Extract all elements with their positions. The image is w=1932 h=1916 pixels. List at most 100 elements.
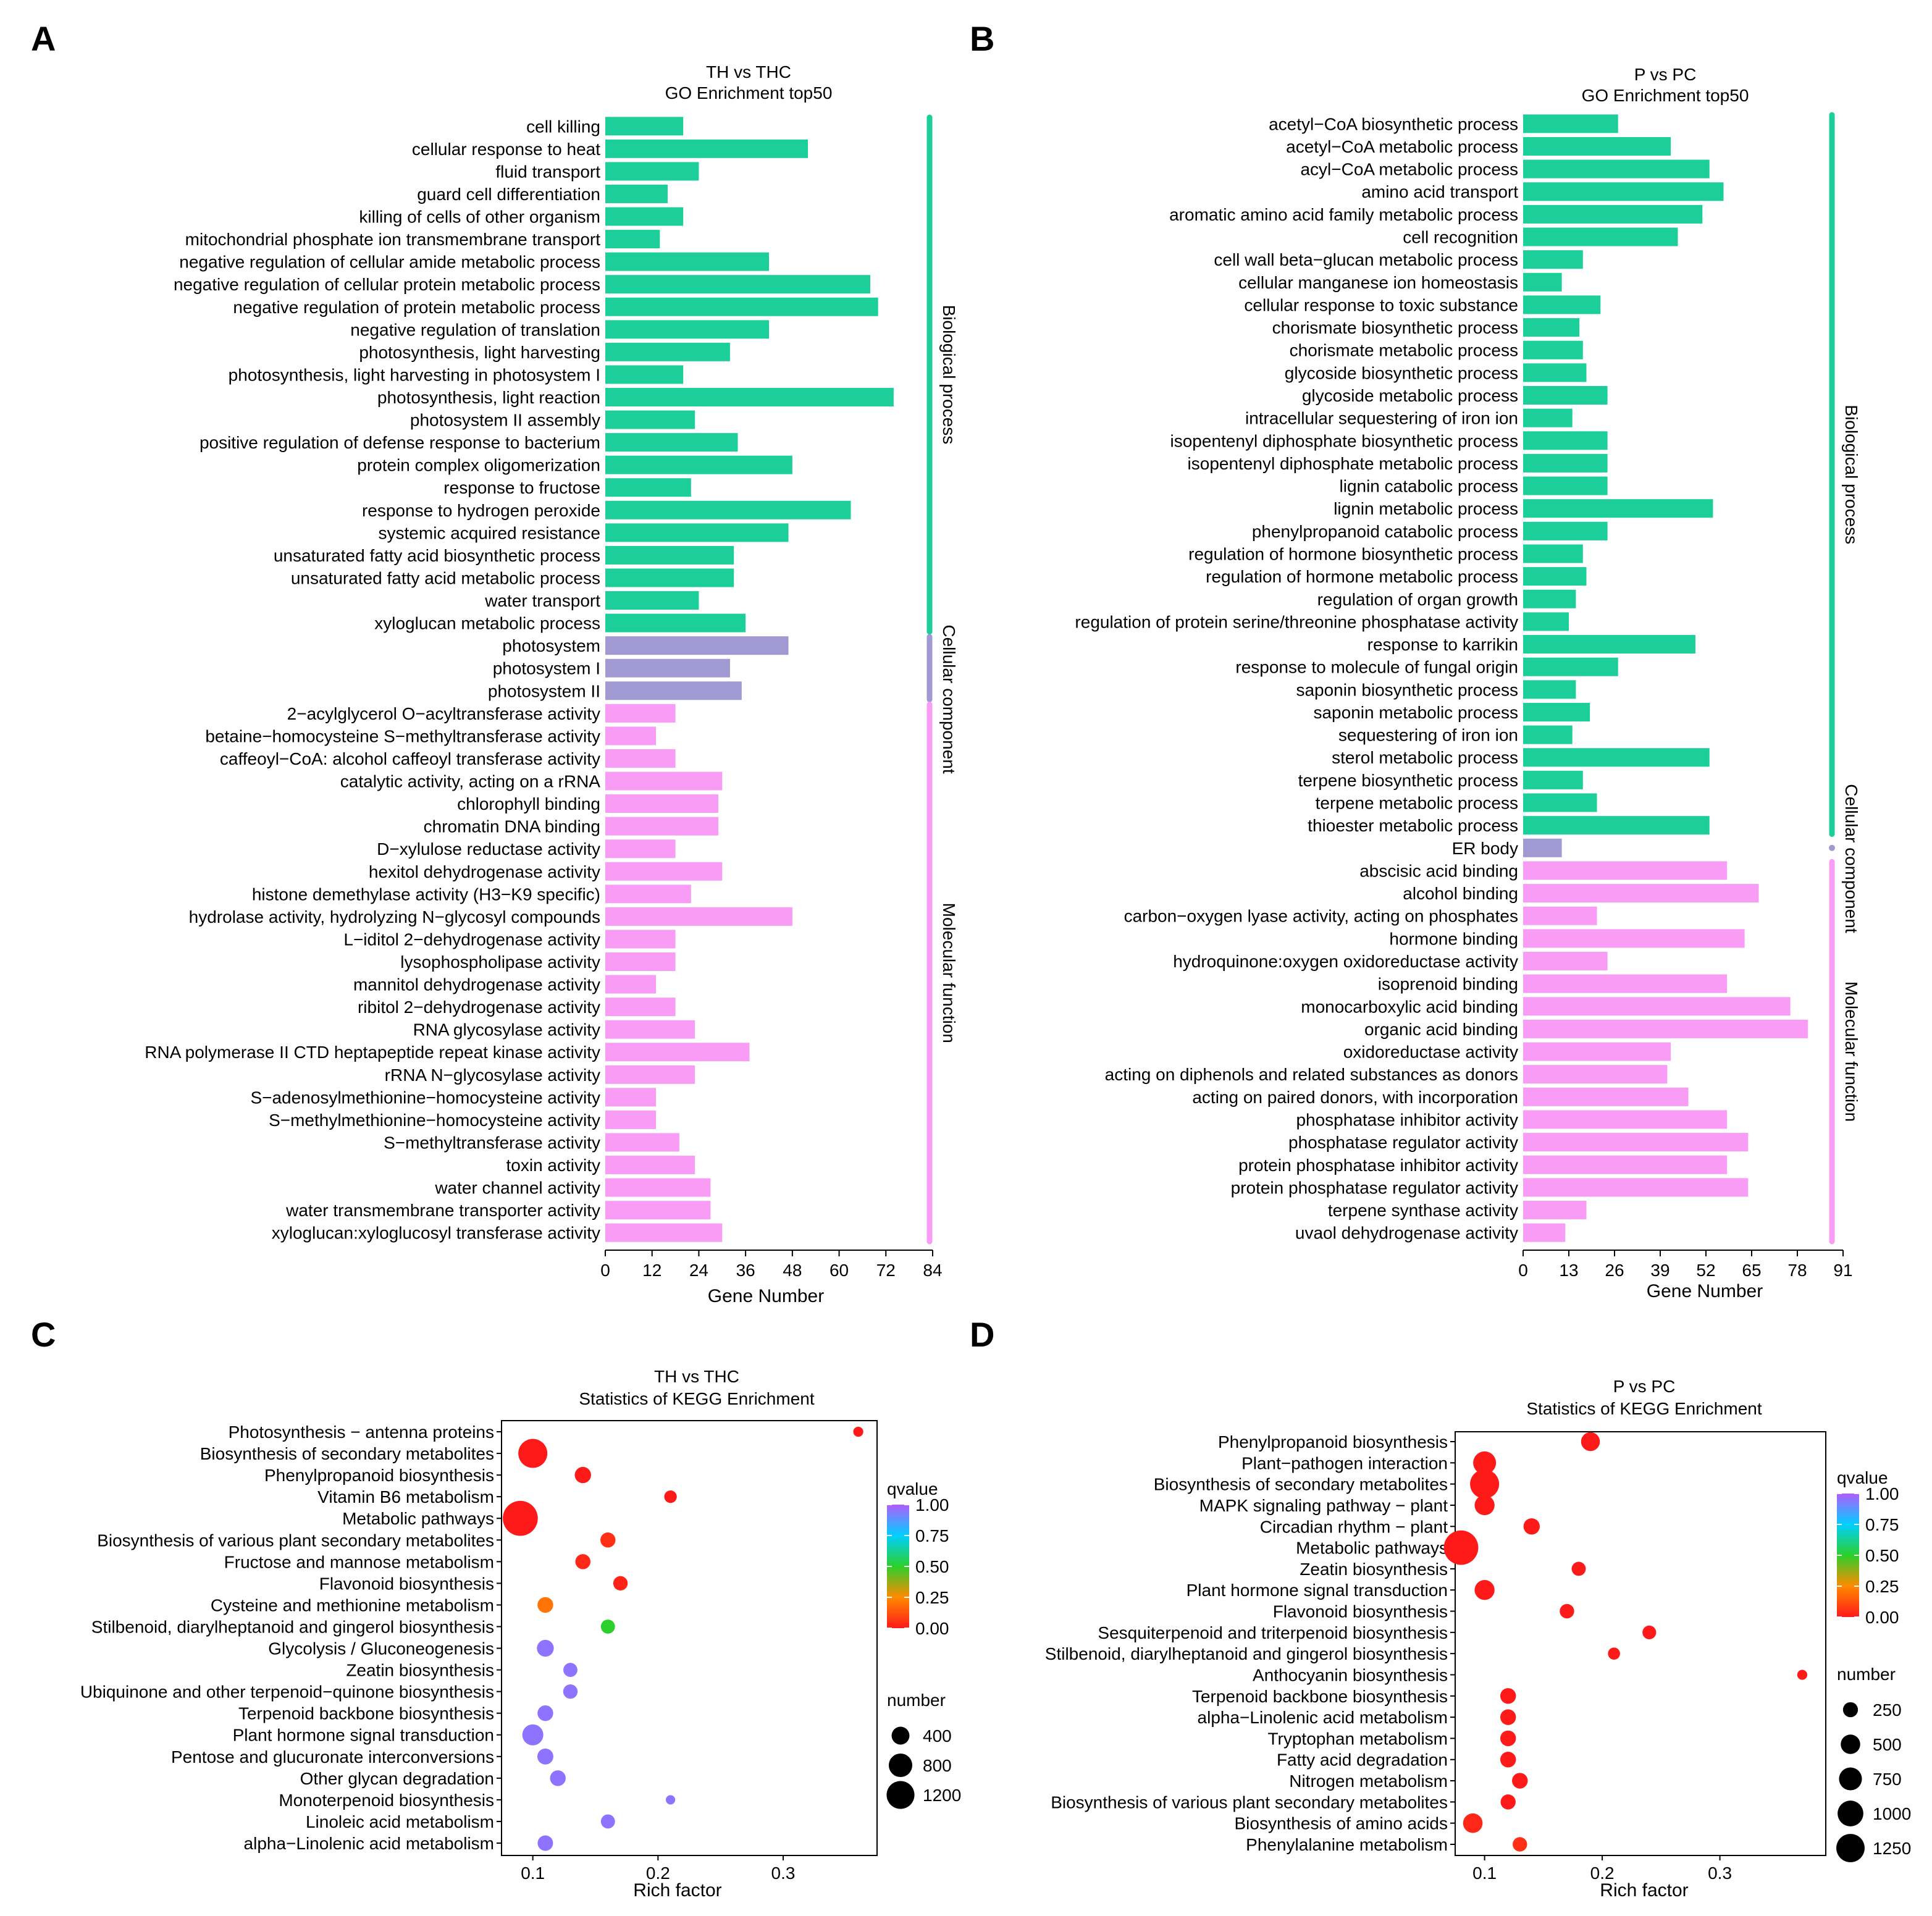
category-label: xyloglucan:xyloglucosyl transferase acti… [272,1224,600,1243]
category-label: cell wall beta−glucan metabolic process [1214,250,1518,269]
bar [605,1020,695,1039]
x-tick-label: 65 [1742,1261,1761,1280]
category-label: catalytic activity, acting on a rRNA [340,772,601,791]
bar [605,1043,750,1062]
x-tick-label: 60 [830,1261,849,1280]
bar [605,365,684,384]
pathway-label: Phenylalanine metabolism [1246,1835,1448,1854]
legend-tick-label: 0.50 [1865,1546,1899,1565]
bar [1523,589,1576,608]
chart-title: P vs PC [1613,1377,1676,1396]
pathway-label: Metabolic pathways [342,1509,494,1528]
category-label: rRNA N−glycosylase activity [385,1065,600,1085]
category-label: saponin metabolic process [1313,703,1518,722]
bar [1523,725,1573,744]
scatter-point [1642,1625,1657,1639]
category-label: sequestering of iron ion [1338,726,1518,745]
pathway-label: Fatty acid degradation [1277,1750,1448,1770]
x-tick-label: 78 [1787,1261,1807,1280]
bar [1523,272,1562,292]
category-label: negative regulation of translation [350,320,600,339]
bar [605,184,668,203]
bar [1523,182,1724,201]
category-label: cellular manganese ion homeostasis [1238,273,1518,292]
pathway-label: Biosynthesis of secondary metabolites [1154,1475,1448,1494]
bar [1523,1133,1749,1152]
bar [605,117,684,136]
scatter-point [1500,1730,1516,1747]
category-label: aromatic amino acid family metabolic pro… [1169,205,1518,224]
legend-tick-label: 0.25 [915,1588,949,1607]
panel-letter-a: A [31,19,56,58]
bar [1523,951,1608,971]
bar [605,230,660,249]
scatter-point [1443,1530,1479,1565]
pathway-label: Tryptophan metabolism [1267,1729,1448,1748]
category-label: cellular response to heat [412,140,600,159]
legend-tick-label: 1.00 [915,1495,949,1515]
scatter-point [537,1835,553,1851]
category-label: photosystem [502,636,600,655]
category-label: water transmembrane transporter activity [285,1201,600,1220]
category-label: ribitol 2−dehydrogenase activity [358,998,600,1017]
bar [605,794,718,813]
bar [605,998,676,1017]
scatter-point [1470,1469,1500,1499]
scatter-point [1571,1561,1586,1576]
bar [1523,567,1587,586]
pathway-label: Plant hormone signal transduction [1186,1581,1448,1600]
bar [1523,838,1562,857]
bar [1523,1042,1671,1061]
category-label: L−iditol 2−dehydrogenase activity [343,930,600,949]
legend-tick-label: 1.00 [1865,1484,1899,1503]
x-tick-label: 24 [689,1261,708,1280]
pathway-label: Linoleic acid metabolism [306,1812,494,1831]
x-tick-label: 13 [1559,1261,1578,1280]
x-tick-label: 36 [736,1261,755,1280]
category-label: negative regulation of protein metabolic… [233,298,600,317]
category-label: terpene metabolic process [1316,794,1518,813]
legend-tick-label: 0.00 [915,1619,949,1638]
group-label: Biological process [1842,405,1861,544]
category-label: phosphatase regulator activity [1288,1133,1518,1152]
legend-tick-label: 0.00 [1865,1608,1899,1627]
category-label: mitochondrial phosphate ion transmembran… [185,230,601,249]
scatter-point [1608,1647,1620,1660]
category-label: S−methyltransferase activity [384,1133,600,1152]
bar [1523,159,1710,179]
legend-size-dot [1836,1834,1865,1862]
category-label: chlorophyll binding [457,794,600,813]
pathway-label: Metabolic pathways [1296,1539,1448,1558]
pathway-label: Stilbenoid, diarylheptanoid and gingerol… [1045,1644,1448,1663]
x-tick-label: 72 [876,1261,896,1280]
scatter-point [600,1532,616,1548]
category-label: photosynthesis, light harvesting [359,343,600,362]
scatter-point [1797,1670,1808,1680]
pathway-label: Flavonoid biosynthesis [1273,1602,1448,1621]
scatter-point [666,1795,676,1805]
category-label: isopentenyl diphosphate metabolic proces… [1188,454,1518,473]
scatter-point [1500,1709,1516,1725]
x-axis-label: Gene Number [1647,1281,1763,1301]
pathway-label: Plant−pathogen interaction [1241,1453,1448,1473]
bar [605,410,695,429]
category-label: S−adenosylmethionine−homocysteine activi… [250,1088,600,1107]
category-label: hexitol dehydrogenase activity [369,862,600,881]
x-tick-label: 0 [1518,1261,1528,1280]
bar [1523,702,1590,721]
pathway-label: Photosynthesis − antenna proteins [229,1422,494,1442]
bar [1523,408,1573,427]
x-tick-label: 0.2 [1590,1863,1615,1883]
x-tick-label: 91 [1833,1261,1852,1280]
category-label: chorismate biosynthetic process [1272,318,1518,337]
x-tick-label: 26 [1605,1261,1624,1280]
group-bracket [1829,844,1835,851]
bar [1523,1087,1689,1106]
legend-tick-label: 0.50 [915,1557,949,1576]
category-label: unsaturated fatty acid metabolic process [291,568,600,587]
category-label: saponin biosynthetic process [1296,680,1518,699]
category-label: response to fructose [443,478,600,497]
scatter-point [563,1663,578,1677]
bar [605,433,738,452]
